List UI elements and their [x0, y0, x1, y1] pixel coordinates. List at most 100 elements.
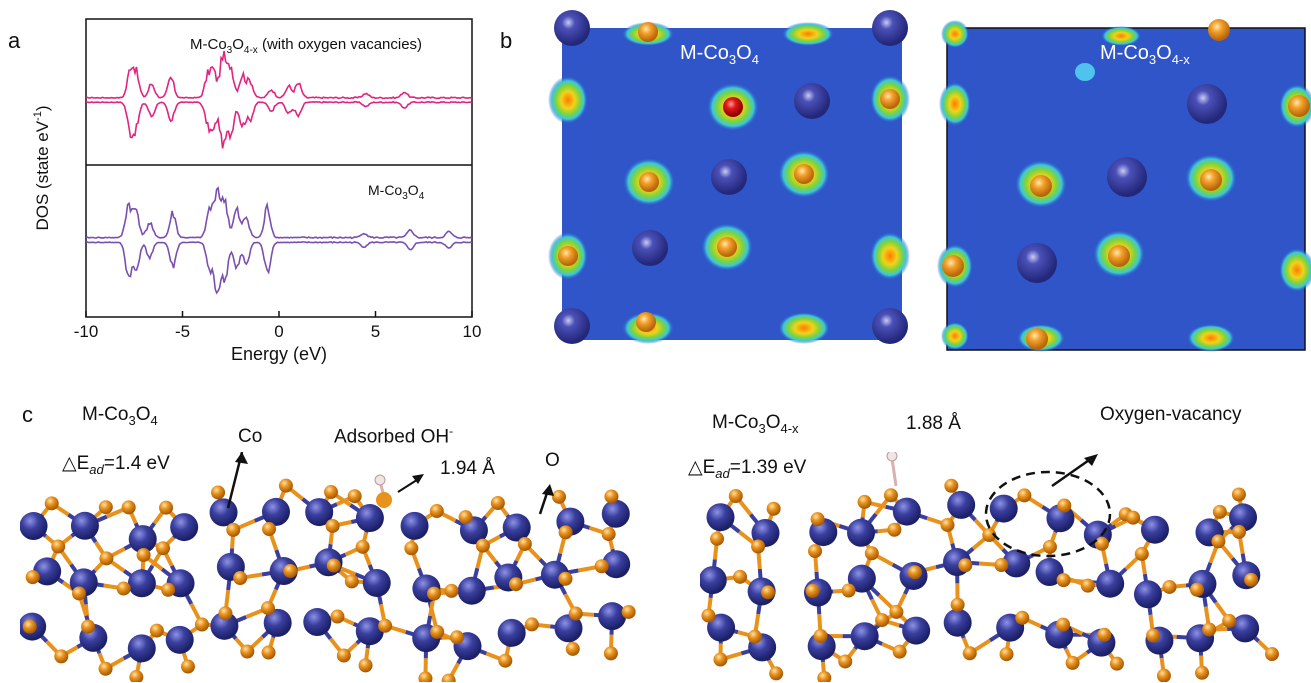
cobalt-atom — [355, 617, 384, 646]
oxygen-atom — [810, 512, 825, 527]
charge-glow — [778, 312, 830, 344]
oxygen-atom — [1134, 546, 1149, 561]
cobalt-atom — [902, 616, 931, 645]
distance-pointer-arrowhead — [412, 474, 424, 484]
dos-y-axis-label-main: DOS (state eV — [33, 120, 52, 230]
oxygen-atom — [813, 628, 828, 643]
oxygen-atom — [194, 617, 209, 632]
panel-letter-a: a — [8, 28, 21, 53]
oxygen-atom — [962, 646, 977, 661]
oxygen-atom — [568, 606, 583, 621]
oxygen-atom — [1202, 622, 1217, 637]
oxygen-atom — [883, 488, 898, 503]
cobalt-atom — [355, 504, 384, 533]
dos-bottom-series-label: M-Co3O4 — [368, 182, 425, 202]
o-pointer-arrowhead — [542, 484, 554, 496]
oxygen-atom — [1232, 524, 1247, 539]
hydroxyl-bond — [890, 457, 898, 487]
oxygen-atom — [733, 569, 748, 584]
oxygen-atom — [1042, 539, 1057, 554]
oxygen-atom — [552, 489, 567, 504]
oxygen-atom — [639, 172, 659, 192]
cobalt-atom — [632, 230, 668, 266]
cobalt-atom — [602, 550, 631, 579]
oxygen-atom — [226, 522, 241, 537]
cobalt-atom — [872, 10, 908, 46]
oxygen-atom — [982, 528, 997, 543]
cobalt-atom — [554, 10, 590, 46]
oxygen-atom — [558, 246, 578, 266]
oxygen-atom — [889, 604, 904, 619]
oxygen-atom — [1094, 536, 1109, 551]
cobalt-atom — [1133, 580, 1162, 609]
cobalt-atom — [711, 159, 747, 195]
cobalt-atom — [794, 83, 830, 119]
oxygen-atom — [1200, 169, 1222, 191]
cobalt-atom — [1096, 569, 1125, 598]
hydrogen-atom — [886, 452, 898, 462]
oxygen-atom — [99, 551, 114, 566]
oxygen-atom — [817, 670, 832, 682]
structure-vacancy — [700, 452, 1279, 682]
structure-right-distance: 1.88 Å — [906, 413, 961, 434]
cobalt-atom — [497, 618, 526, 647]
cobalt-atom — [263, 608, 292, 637]
cobalt-atom — [209, 498, 238, 527]
oxygen-atom — [1211, 534, 1226, 549]
oxygen-atom — [713, 652, 728, 667]
oxygen-atom — [324, 485, 339, 500]
dos-series-vacancy-line — [85, 50, 473, 149]
oxygen-atom — [636, 312, 656, 332]
dos-frame — [85, 18, 473, 318]
oxygen-atom — [418, 671, 433, 682]
oxygen-atom — [710, 531, 725, 546]
dos-y-axis-label: DOS (state eV-1) — [32, 105, 52, 230]
cobalt-atom — [210, 611, 239, 640]
vacancy-pointer-arrowhead — [1084, 454, 1098, 466]
oxygen-atom — [44, 496, 59, 511]
dos-x-ticks: -10 -5 0 5 10 — [74, 311, 482, 341]
oxygen-atom — [1056, 617, 1071, 632]
oxygen-atom — [794, 164, 814, 184]
oxygen-atom — [604, 489, 619, 504]
co-pointer-arrowhead — [235, 452, 248, 464]
oxygen-atom — [907, 565, 922, 580]
oxygen-atom — [940, 517, 955, 532]
oxygen-atom — [875, 613, 890, 628]
vacancy-spot — [1075, 63, 1095, 81]
cobalt-atom — [70, 511, 99, 540]
oxygen-atom — [358, 658, 373, 673]
oxygen-atom — [355, 539, 370, 554]
oxygen-atom — [1231, 487, 1246, 502]
oxygen-atom — [841, 583, 856, 598]
oxygen-atom — [450, 630, 465, 645]
charge-glow — [548, 76, 588, 124]
cobalt-atom — [847, 518, 876, 547]
structure-right-energy: △Ead=1.39 eV — [688, 457, 807, 481]
cobalt-atom — [706, 503, 735, 532]
oxygen-atom — [98, 661, 113, 676]
oxygen-atom — [944, 478, 959, 493]
oxygen-atom — [490, 495, 505, 510]
cobalt-atom — [892, 497, 921, 526]
dos-x-axis-label: Energy (eV) — [231, 344, 327, 364]
cobalt-atom — [598, 602, 627, 631]
charge-glow — [1187, 324, 1235, 352]
oxygen-atom — [524, 617, 539, 632]
cobalt-atom — [1017, 243, 1057, 283]
oxygen-atom — [430, 624, 445, 639]
oxygen-atom — [1244, 572, 1259, 587]
cobalt-atom — [1229, 503, 1258, 532]
structure-left-co-label: Co — [238, 426, 263, 447]
cobalt-atom — [554, 308, 590, 344]
oxygen-atom — [441, 673, 456, 682]
dos-x-tick-label: 5 — [371, 322, 380, 341]
oxygen-atom — [1080, 578, 1095, 593]
oxygen-atom — [508, 577, 523, 592]
oxygen-atom — [344, 574, 359, 589]
oxygen-atom — [950, 597, 965, 612]
oxygen-atom — [892, 644, 907, 659]
oxygen-atom — [240, 644, 255, 659]
oxygen-atom — [283, 563, 298, 578]
dos-x-tick-label: 10 — [463, 322, 482, 341]
